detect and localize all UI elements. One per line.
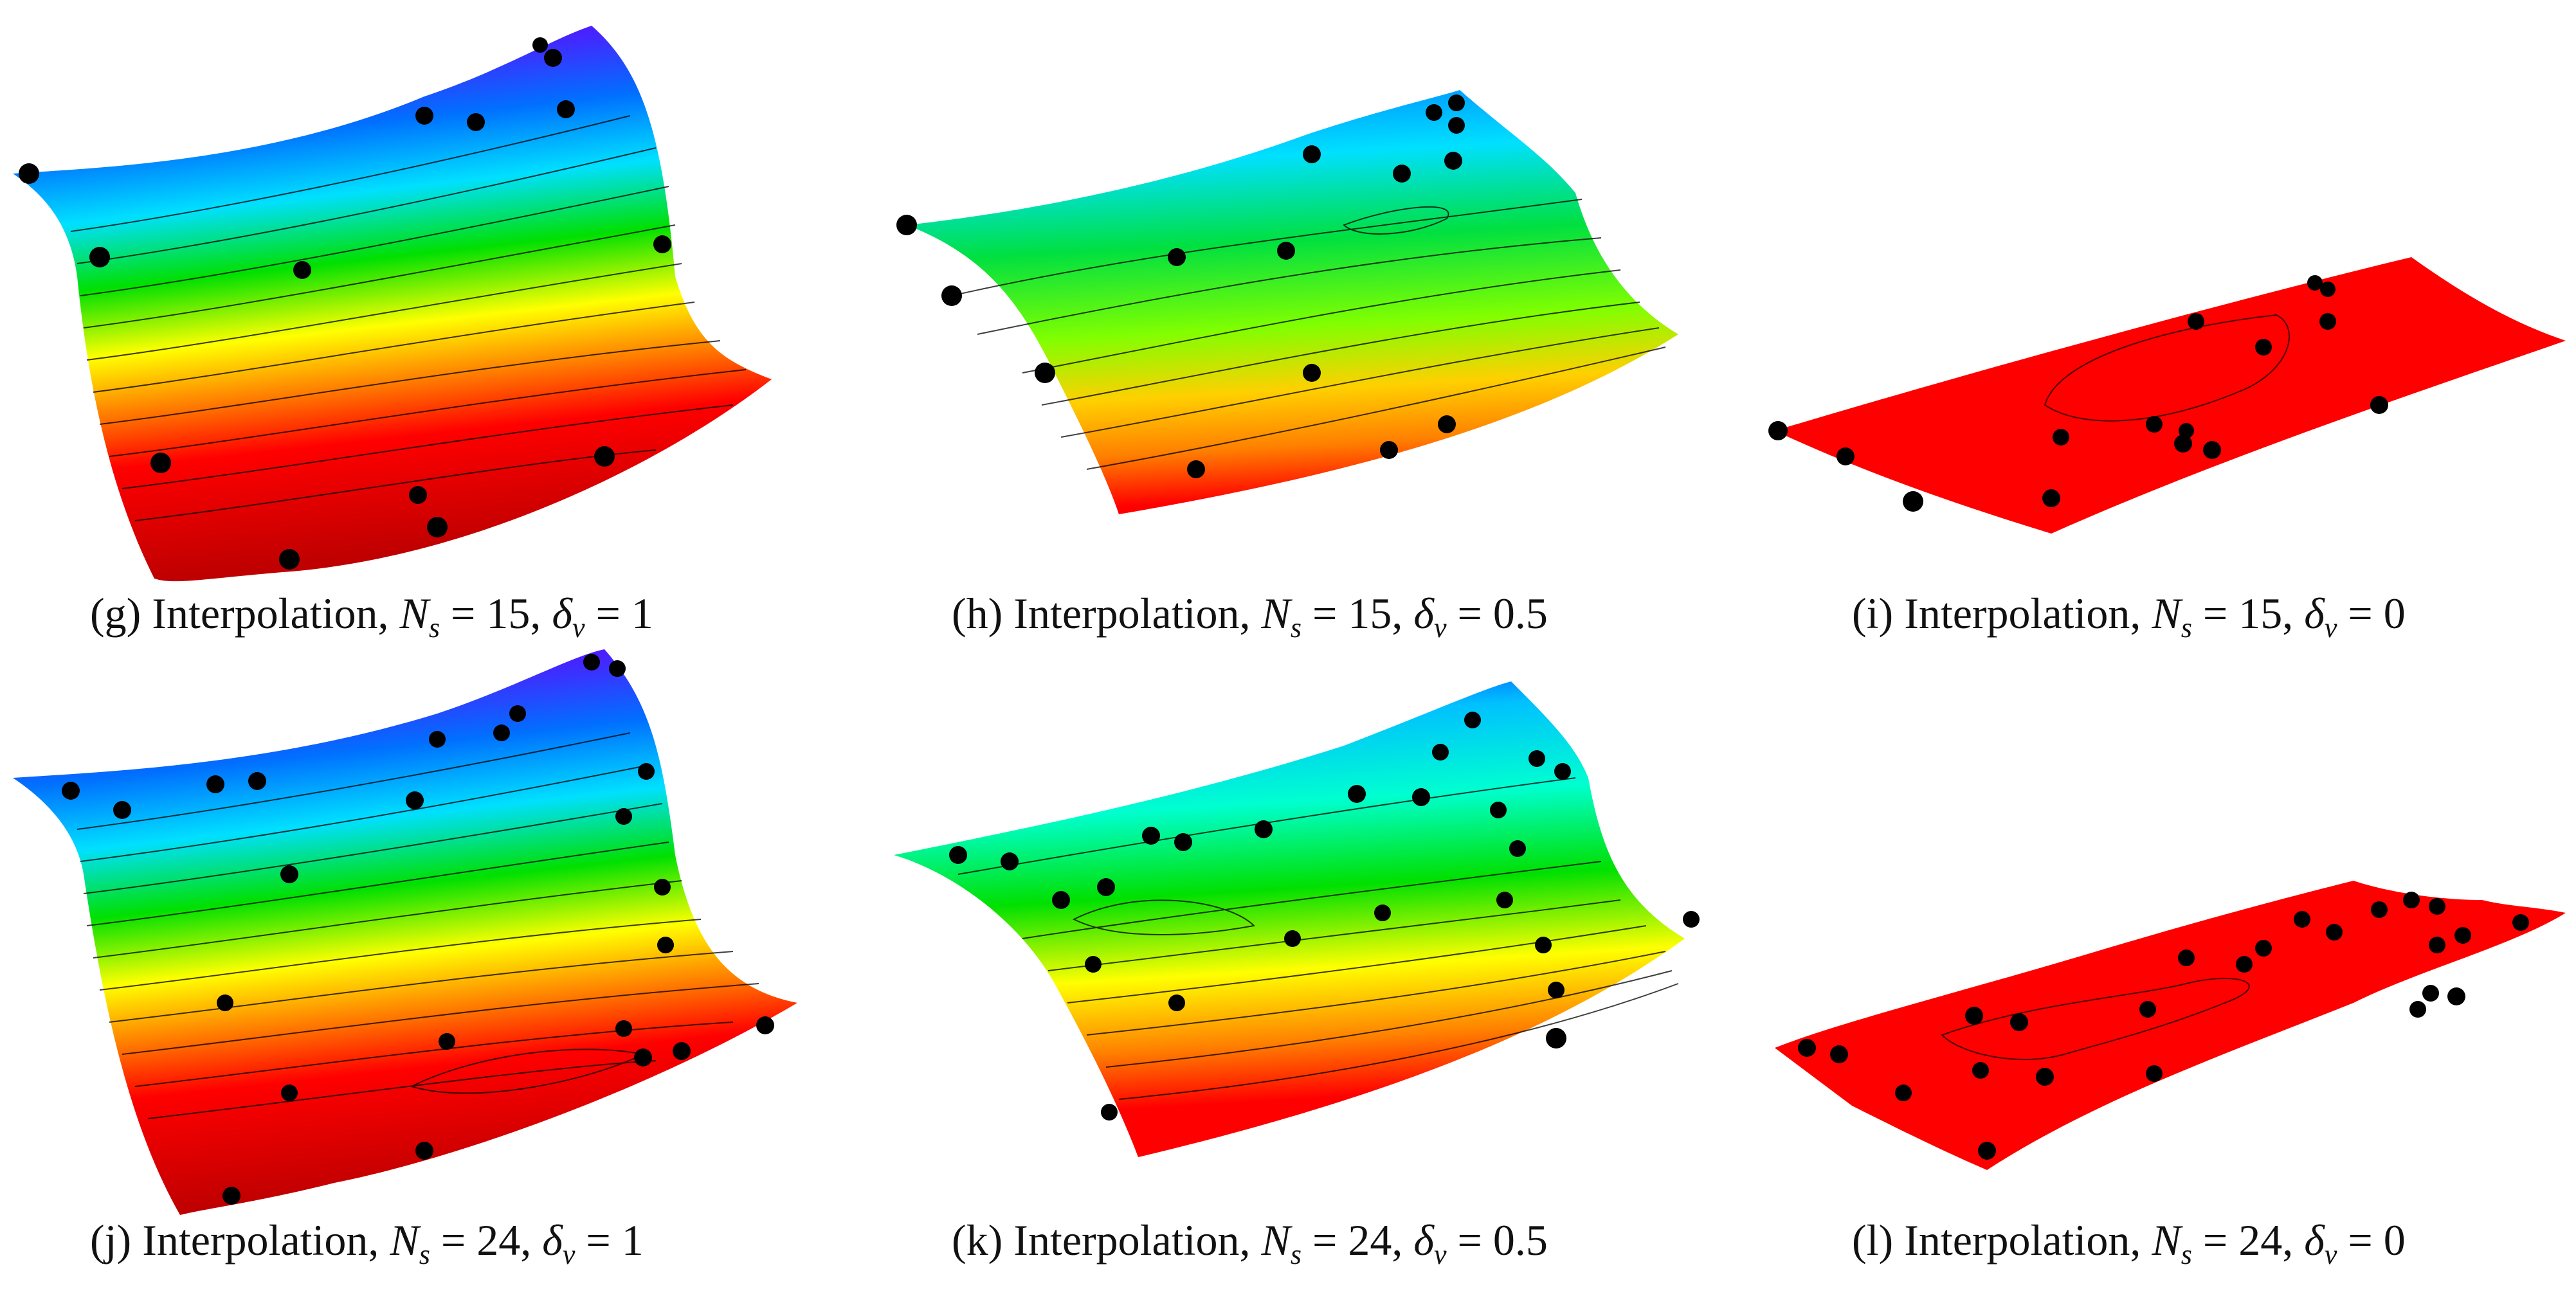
ns-value: 24 [476, 1216, 521, 1264]
caption-h: (h) Interpolation, Ns = 15, δv = 0.5 [952, 589, 1548, 644]
dv-value: 0.5 [1492, 589, 1548, 638]
caption-letter: (k) [952, 1216, 1003, 1264]
caption-g: (g) Interpolation, Ns = 15, δv = 1 [90, 589, 653, 644]
surface-plot-l [1775, 881, 2572, 1176]
ns-value: 15 [486, 589, 531, 638]
dv-symbol: δ [552, 589, 572, 638]
surface-j-svg [13, 649, 797, 1215]
caption-method: Interpolation [1013, 1216, 1240, 1264]
surface-l-svg [1775, 881, 2566, 1170]
sample-points-l [1798, 892, 2529, 1160]
sample-points-i [1768, 275, 2388, 512]
surface-k-svg [894, 681, 1700, 1157]
ns-symbol: N [1261, 589, 1291, 638]
ns-value: 24 [1348, 1216, 1392, 1264]
dv-value: 0 [2383, 589, 2406, 638]
surface-plot-g [13, 19, 810, 585]
surface-h [907, 90, 1678, 514]
surface-h-svg [896, 90, 1678, 514]
caption-letter: (i) [1852, 589, 1894, 638]
sample-points-j [62, 654, 774, 1205]
sample-points-k [949, 712, 1700, 1120]
surface-plot-j [13, 643, 810, 1221]
surface-i-svg [1768, 257, 2566, 534]
caption-method: Interpolation [142, 1216, 368, 1264]
ns-symbol: N [2152, 589, 2181, 638]
caption-method: Interpolation [1904, 1216, 2130, 1264]
sample-points-g [19, 37, 671, 570]
sample-points-h [896, 94, 1465, 478]
ns-symbol: N [390, 1216, 419, 1264]
caption-l: (l) Interpolation, Ns = 24, δv = 0 [1852, 1216, 2406, 1270]
surface-g-svg [13, 26, 772, 582]
caption-letter: (h) [952, 589, 1003, 638]
contour-lines-g [70, 115, 747, 521]
caption-method: Interpolation [1013, 589, 1240, 638]
caption-i: (i) Interpolation, Ns = 15, δv = 0 [1852, 589, 2406, 644]
surface-plot-h [894, 90, 1704, 527]
caption-letter: (g) [90, 589, 141, 638]
dv-symbol: δ [1413, 1216, 1434, 1264]
ns-symbol: N [2152, 1216, 2181, 1264]
caption-method: Interpolation [152, 589, 378, 638]
surface-k [894, 681, 1685, 1157]
caption-letter: (l) [1852, 1216, 1894, 1264]
dv-value: 1 [631, 589, 653, 638]
ns-value: 24 [2238, 1216, 2283, 1264]
surface-plot-i [1768, 244, 2572, 540]
contour-lines-j [77, 732, 759, 1119]
caption-j: (j) Interpolation, Ns = 24, δv = 1 [90, 1216, 644, 1270]
surface-l [1775, 881, 2566, 1170]
dv-value: 1 [621, 1216, 644, 1264]
ns-symbol: N [1261, 1216, 1291, 1264]
surface-i [1775, 257, 2566, 534]
caption-letter: (j) [90, 1216, 132, 1264]
ns-value: 15 [1348, 589, 1392, 638]
caption-method: Interpolation [1904, 589, 2130, 638]
surface-g [13, 26, 772, 582]
surface-j [13, 649, 797, 1215]
dv-symbol: δ [2304, 589, 2325, 638]
surface-plot-k [894, 681, 1704, 1170]
contour-lines-l [1941, 978, 2250, 1061]
dv-symbol: δ [2304, 1216, 2325, 1264]
ns-symbol: N [399, 589, 429, 638]
contour-lines-i [2044, 314, 2290, 422]
dv-value: 0.5 [1492, 1216, 1548, 1264]
contour-lines-h [951, 199, 1666, 470]
ns-value: 15 [2238, 589, 2283, 638]
dv-symbol: δ [542, 1216, 563, 1264]
caption-k: (k) Interpolation, Ns = 24, δv = 0.5 [952, 1216, 1548, 1270]
dv-value: 0 [2383, 1216, 2406, 1264]
contour-lines-k [957, 777, 1679, 1100]
dv-symbol: δ [1413, 589, 1434, 638]
